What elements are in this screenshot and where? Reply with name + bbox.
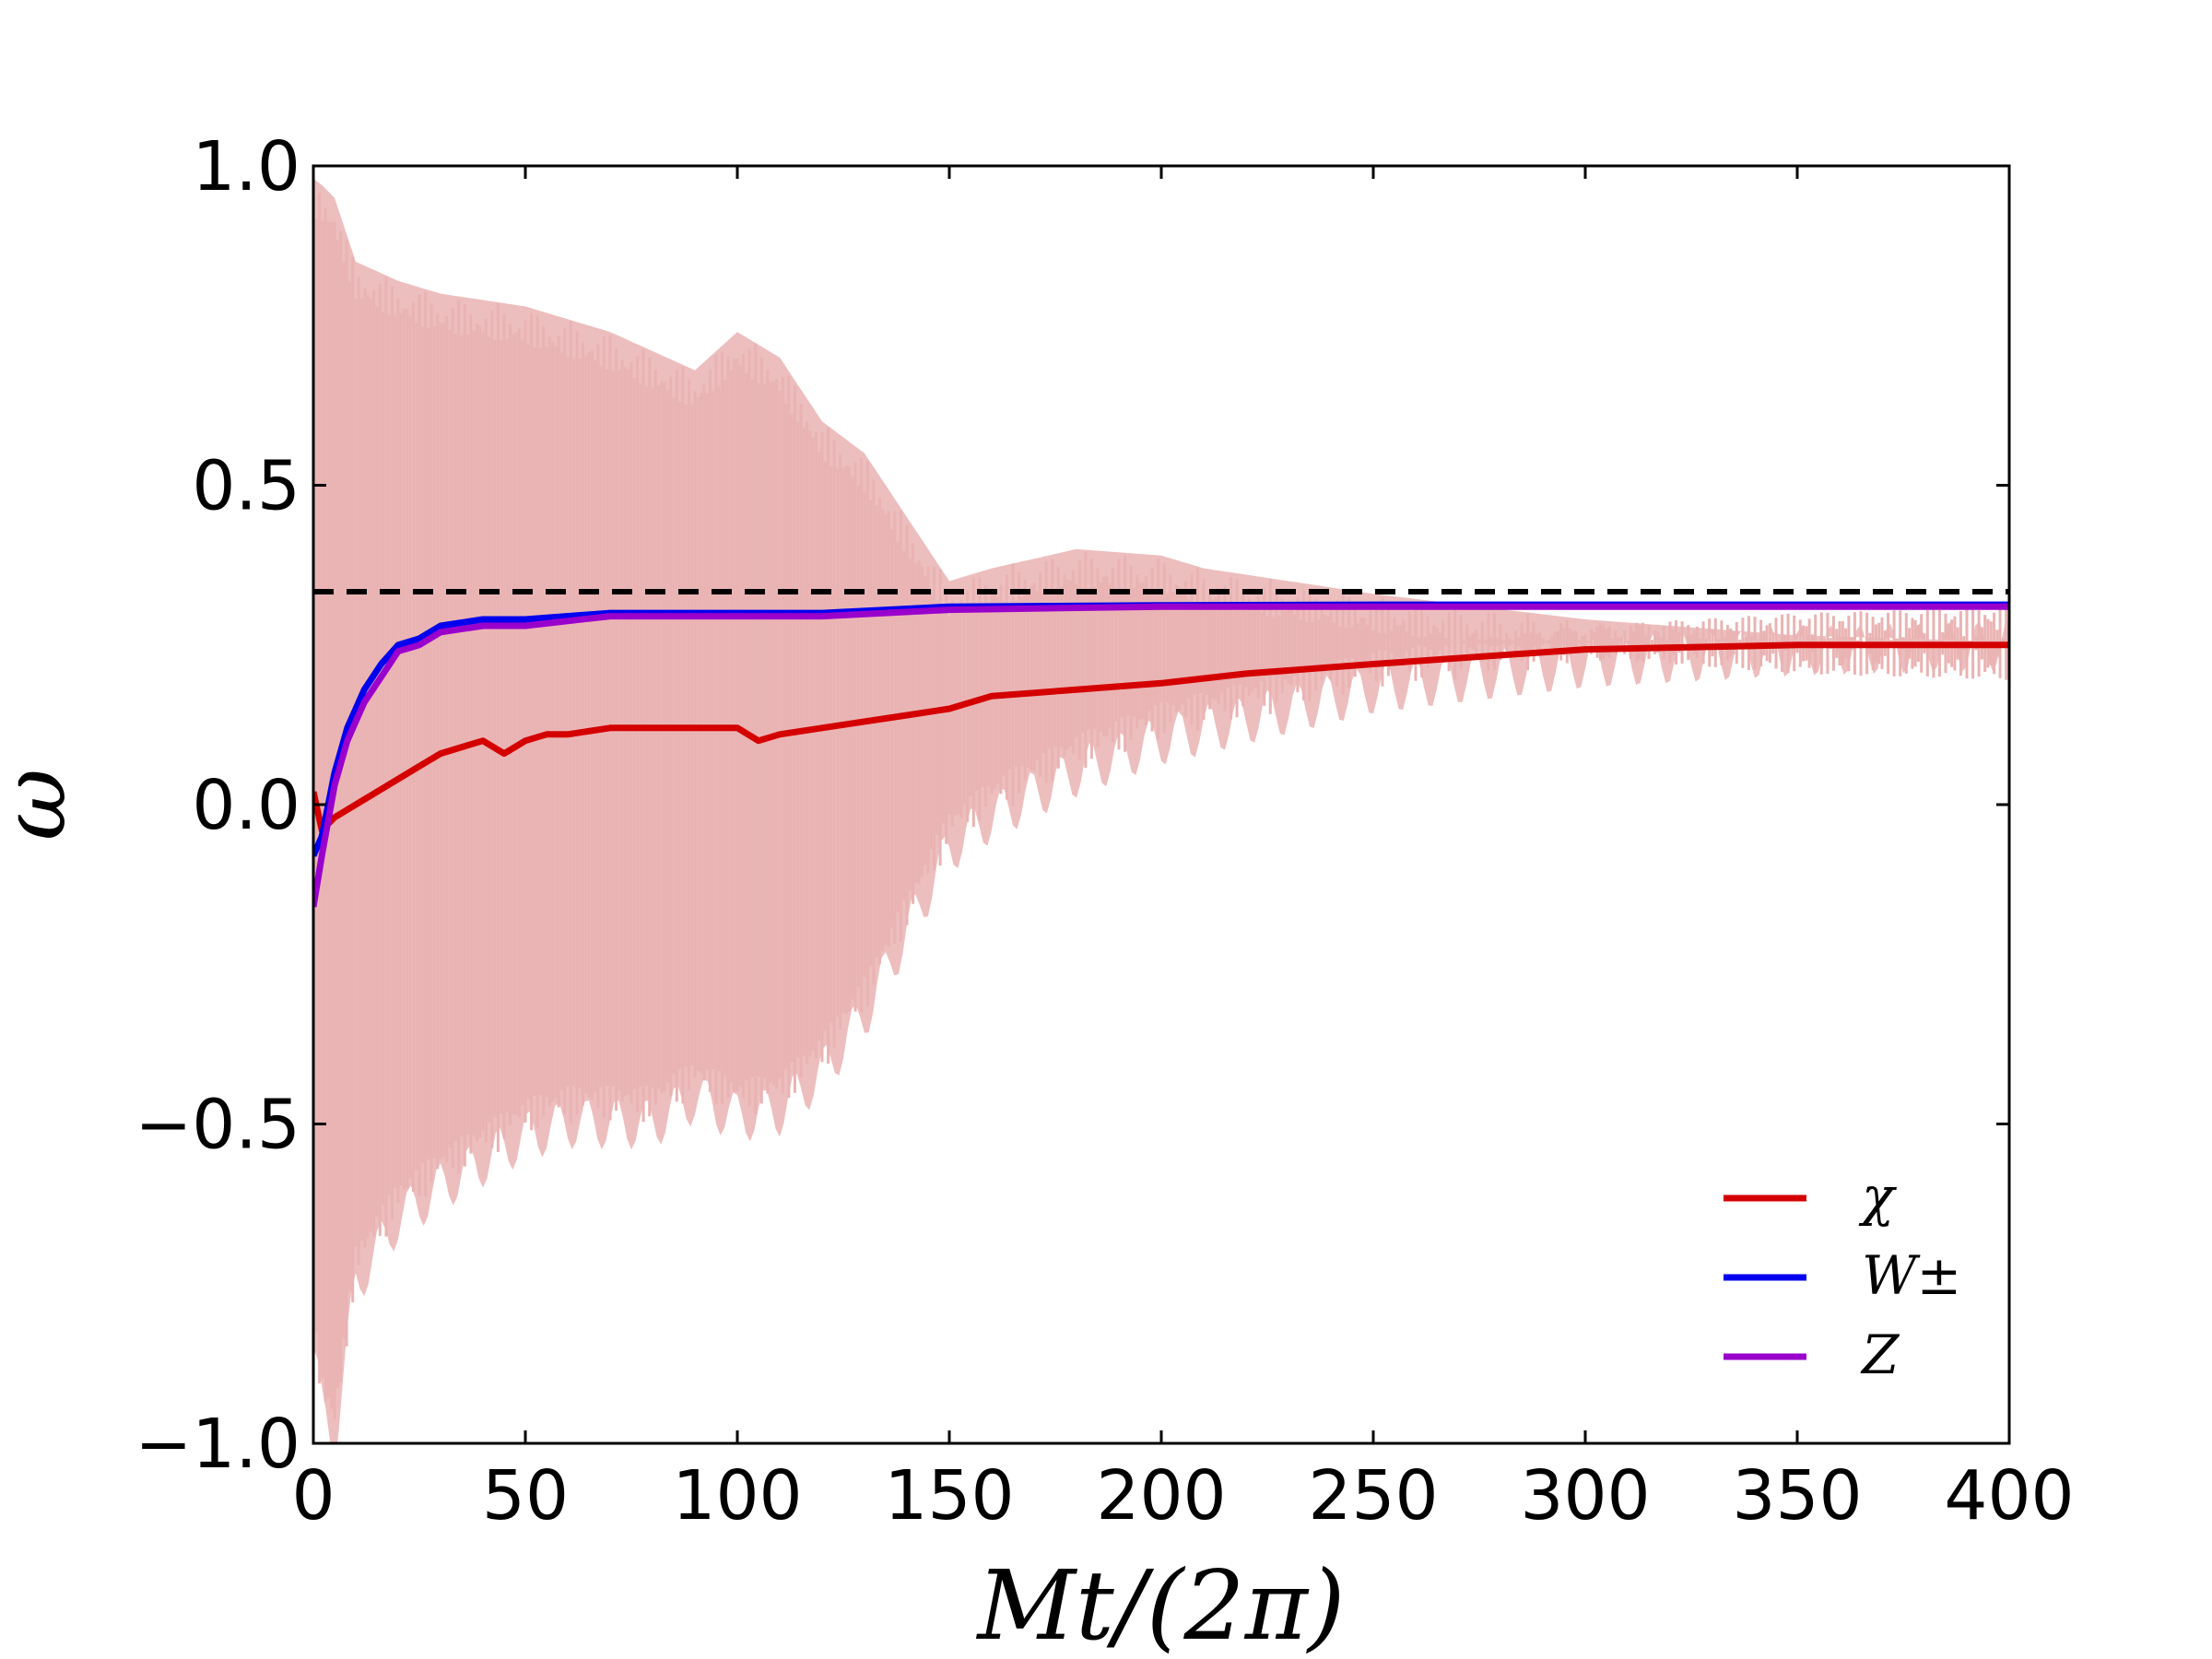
x-tick-label: 0 bbox=[291, 1456, 335, 1535]
legend: χ W± Z bbox=[1724, 1165, 1961, 1386]
oscillation-band-spikes bbox=[313, 178, 2009, 1420]
x-tick-label: 50 bbox=[482, 1456, 569, 1535]
y-axis: 1.0 0.5 0.0 −0.5 −1.0 bbox=[135, 127, 2009, 1484]
legend-label-w: W± bbox=[1862, 1244, 1961, 1307]
y-tick-label: 0.5 bbox=[192, 447, 300, 526]
x-tick-label: 100 bbox=[672, 1456, 802, 1535]
y-tick-label: −1.0 bbox=[135, 1405, 300, 1484]
x-axis-title: Mt/(2π) bbox=[976, 1549, 1346, 1659]
series-layer bbox=[313, 601, 2009, 908]
x-tick-label: 350 bbox=[1732, 1456, 1862, 1535]
legend-label-chi: χ bbox=[1858, 1165, 1897, 1228]
series-line-z bbox=[313, 603, 2009, 908]
y-axis-title: ω bbox=[0, 769, 86, 841]
x-axis: 0 50 100 150 200 250 300 350 400 bbox=[291, 166, 2075, 1535]
x-tick-label: 200 bbox=[1096, 1456, 1226, 1535]
x-tick-label: 300 bbox=[1520, 1456, 1650, 1535]
y-tick-label: 0.0 bbox=[192, 766, 300, 845]
legend-label-z: Z bbox=[1860, 1324, 1900, 1386]
y-tick-label: 1.0 bbox=[192, 127, 300, 206]
x-tick-label: 150 bbox=[884, 1456, 1014, 1535]
y-tick-label: −0.5 bbox=[135, 1086, 300, 1165]
x-tick-label: 250 bbox=[1308, 1456, 1438, 1535]
plot-area bbox=[313, 178, 2009, 1443]
x-tick-label: 400 bbox=[1944, 1456, 2074, 1535]
series-line-chi bbox=[313, 641, 2009, 834]
